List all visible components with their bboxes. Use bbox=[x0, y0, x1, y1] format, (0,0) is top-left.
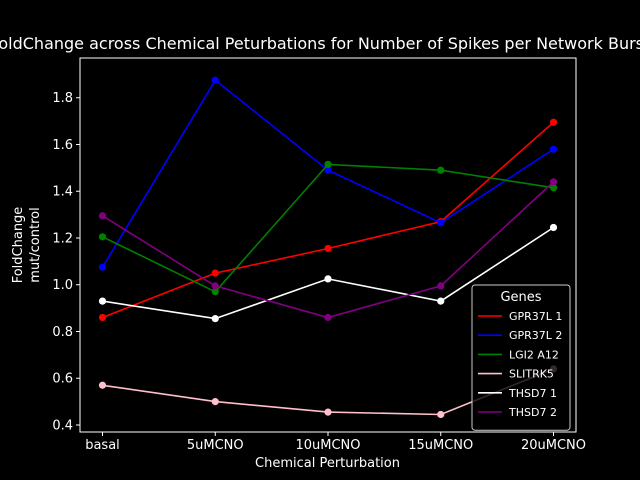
data-point bbox=[98, 212, 107, 220]
data-point bbox=[98, 381, 107, 389]
legend-entry: GPR37L 1 bbox=[509, 310, 562, 323]
x-axis-label: Chemical Perturbation bbox=[255, 456, 400, 471]
data-point bbox=[549, 184, 558, 192]
data-point bbox=[211, 76, 219, 84]
data-point bbox=[324, 244, 332, 253]
data-point bbox=[211, 315, 219, 323]
data-point bbox=[437, 219, 445, 227]
data-point bbox=[437, 282, 445, 290]
y-tick-label: 1.8 bbox=[52, 91, 73, 106]
data-point bbox=[211, 282, 219, 290]
y-axis-label-line2: mut/control bbox=[28, 207, 43, 282]
x-tick-label: 5uMCNO bbox=[187, 438, 244, 453]
x-tick-label: basal bbox=[85, 438, 120, 453]
data-point bbox=[324, 275, 332, 283]
legend-entry: SLITRK5 bbox=[509, 368, 554, 381]
data-point bbox=[98, 297, 107, 305]
series-group bbox=[98, 76, 558, 419]
legend-box bbox=[471, 284, 571, 431]
legend-entry: THSD7 2 bbox=[508, 406, 557, 419]
data-point bbox=[549, 178, 558, 186]
legend-entry: GPR37L 2 bbox=[509, 329, 562, 342]
data-point bbox=[98, 313, 107, 322]
data-point bbox=[324, 313, 332, 322]
y-tick-label: 1.4 bbox=[52, 185, 73, 200]
x-tick-label: 20uMCNO bbox=[521, 438, 586, 453]
legend-entry: LGI2 A12 bbox=[509, 348, 559, 361]
data-point bbox=[324, 166, 332, 174]
data-point bbox=[549, 145, 558, 153]
data-point bbox=[324, 408, 332, 416]
y-axis: 0.4 0.6 0.8 1.0 1.2 1.4 1.6 1.8 bbox=[52, 91, 80, 433]
data-point bbox=[437, 166, 445, 174]
y-axis-label-line1: FoldChange bbox=[11, 207, 26, 284]
x-tick-label: 10uMCNO bbox=[295, 438, 360, 453]
data-point bbox=[98, 263, 107, 271]
data-point bbox=[98, 233, 107, 241]
data-point bbox=[324, 160, 332, 168]
legend: Genes GPR37L 1 GPR37L 2 LGI2 A12 SLITRK5 THSD… bbox=[471, 284, 571, 431]
y-tick-label: 0.4 bbox=[52, 418, 73, 433]
x-axis: basal 5uMCNO 10uMCNO 15uMCNO 20uMCNO bbox=[85, 432, 586, 453]
data-point bbox=[211, 398, 219, 406]
y-tick-label: 0.8 bbox=[52, 325, 73, 340]
legend-title: Genes bbox=[500, 290, 541, 305]
legend-entry: THSD7 1 bbox=[508, 387, 557, 400]
data-point bbox=[211, 288, 219, 296]
data-point bbox=[211, 269, 219, 277]
y-tick-label: 1.2 bbox=[52, 231, 73, 246]
data-point bbox=[549, 223, 558, 232]
y-tick-label: 1.6 bbox=[52, 138, 73, 153]
x-tick-label: 15uMCNO bbox=[408, 438, 473, 453]
data-point bbox=[437, 410, 445, 419]
y-tick-label: 0.6 bbox=[52, 372, 73, 387]
y-tick-label: 1.0 bbox=[52, 278, 73, 293]
chart-title: FoldChange across Chemical Peturbations … bbox=[0, 34, 640, 53]
data-point bbox=[437, 297, 445, 305]
data-point bbox=[549, 118, 558, 126]
